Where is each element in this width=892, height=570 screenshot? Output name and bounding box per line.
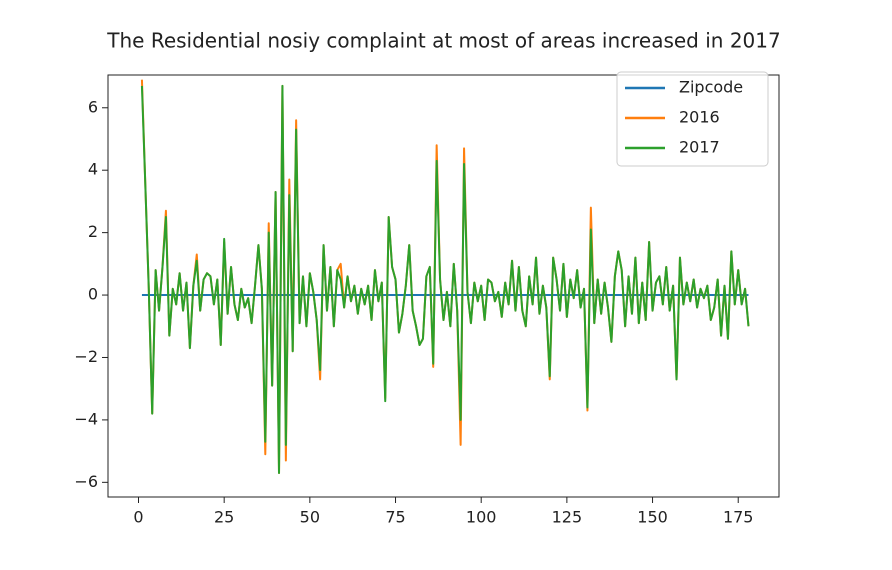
x-tick-label: 100 [466,508,497,527]
legend-box [616,71,769,167]
x-tick-label: 125 [552,508,583,527]
y-tick-label: 0 [88,285,98,304]
x-tick-label: 0 [133,508,143,527]
x-tick-label: 25 [214,508,234,527]
y-tick-label: −4 [74,409,98,428]
y-tick-label: 6 [88,97,98,116]
y-tick-label: 2 [88,222,98,241]
x-tick-label: 175 [723,508,754,527]
y-tick-label: −6 [74,472,98,491]
legend-label: 2016 [679,108,720,127]
x-tick-label: 75 [385,508,405,527]
series-line [140,84,750,474]
x-tick-label: 150 [637,508,668,527]
x-tick-label: 50 [300,508,320,527]
y-tick-label: −2 [74,347,98,366]
legend-label: Zipcode [679,78,743,97]
chart-title: The Residential nosiy complaint at most … [106,29,780,53]
y-tick-label: 4 [88,160,98,179]
plot-frame [107,74,780,498]
legend-label: 2017 [679,138,720,157]
